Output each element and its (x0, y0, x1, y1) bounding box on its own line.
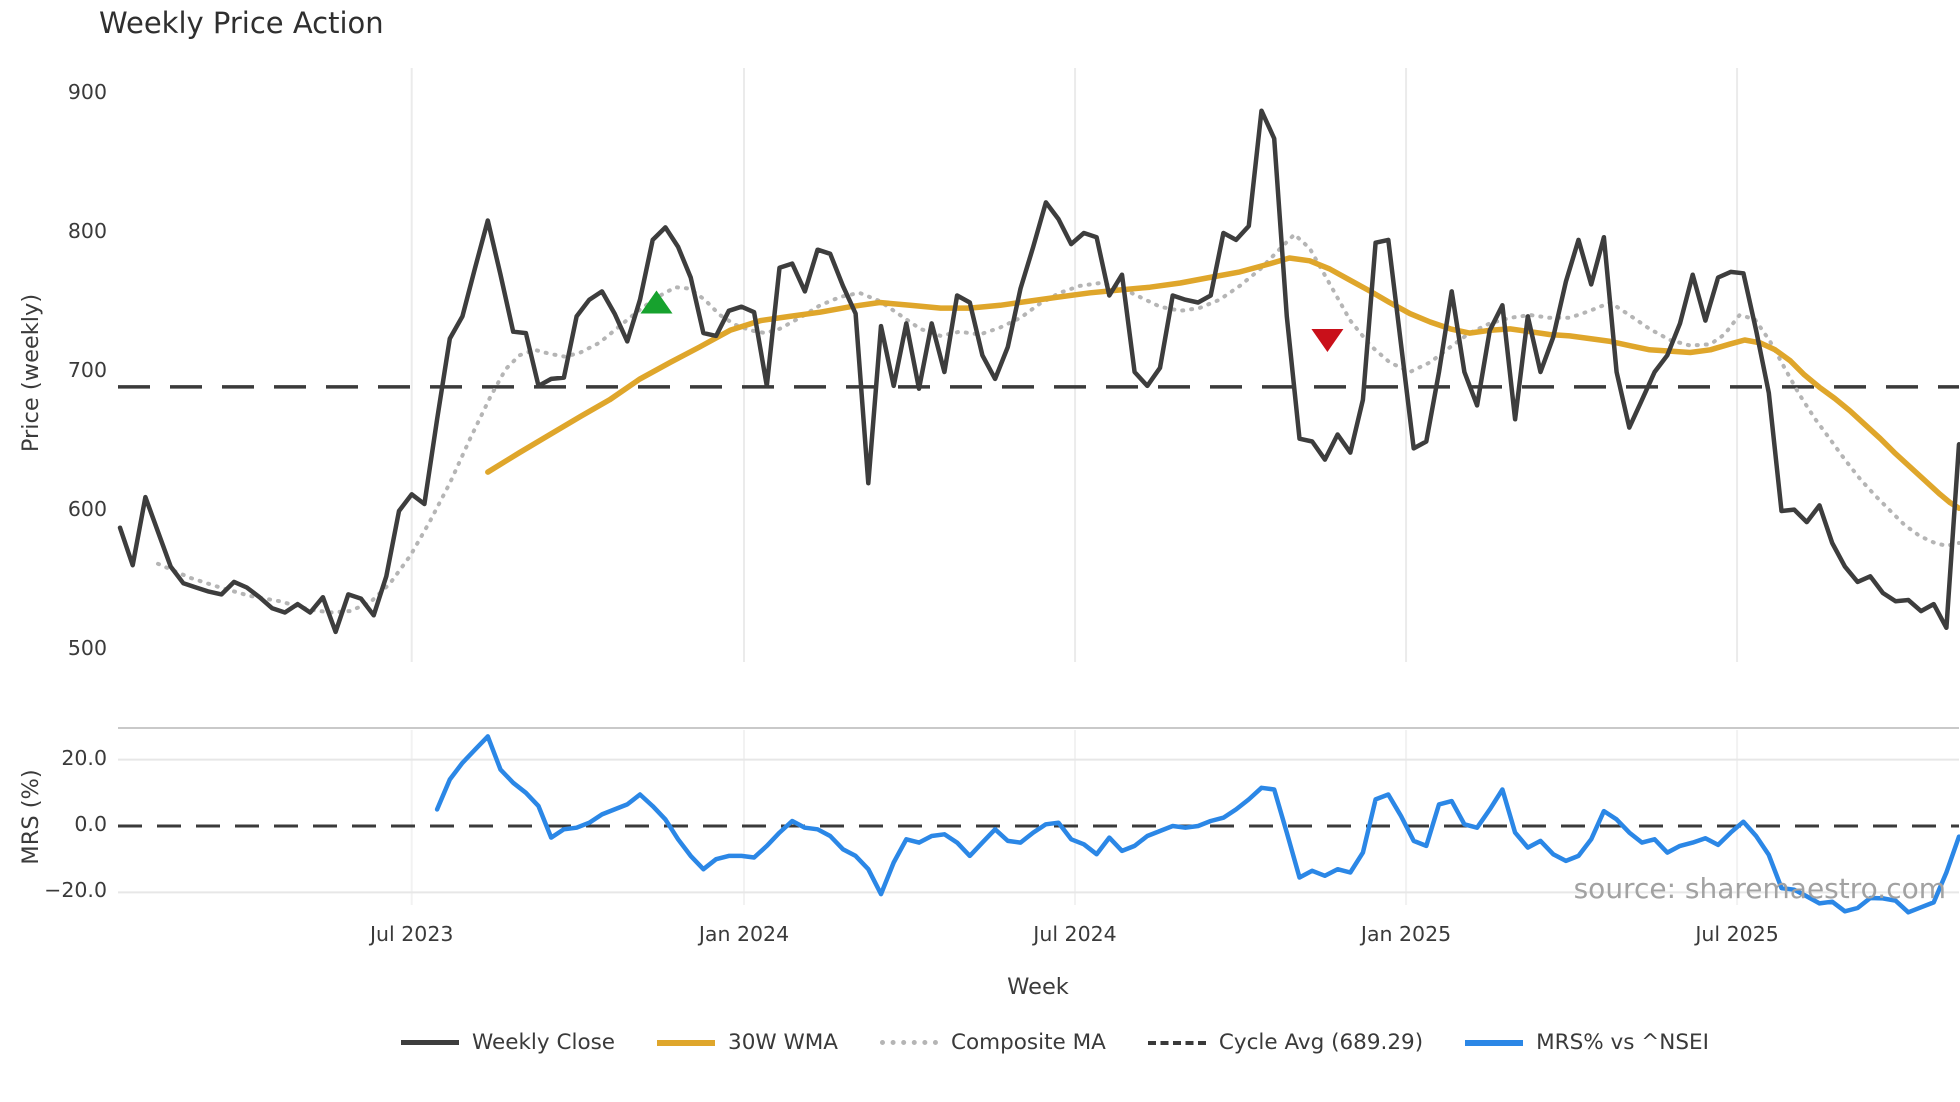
mrs-ytick: 20.0 (61, 745, 107, 770)
mrs-ytick: 0.0 (74, 812, 107, 836)
legend-item-weekly-close: Weekly Close (401, 1030, 615, 1055)
price-ytick-600: 600 (67, 497, 107, 521)
legend-item-composite: Composite MA (880, 1030, 1106, 1055)
source-watermark: source: sharemaestro.com (1573, 872, 1946, 905)
legend-item-cycle-avg: Cycle Avg (689.29) (1147, 1030, 1424, 1055)
price-ytick-500: 500 (67, 636, 107, 660)
mrs-axis-label: MRS (%) (18, 769, 44, 865)
xtick-jan-2024: Jan 2024 (698, 922, 790, 946)
xtick-jan-2025: Jan 2025 (1360, 922, 1452, 946)
legend-label: MRS% vs ^NSEI (1536, 1030, 1709, 1055)
chart-title: Weekly Price Action (99, 6, 384, 40)
sell-signal-marker-icon (1311, 329, 1344, 353)
legend-label: Weekly Close (472, 1030, 616, 1055)
xtick-jul-2023: Jul 2023 (369, 922, 454, 946)
xtick-jul-2024: Jul 2024 (1033, 922, 1117, 946)
wma-line (485, 255, 1960, 511)
legend-item-wma: 30W WMA (657, 1030, 838, 1055)
price-ytick-900: 900 (67, 80, 107, 104)
price-axis-label: Price (weekly) (18, 293, 44, 453)
legend: Weekly Close 30W WMA Composite MA Cycle … (150, 1030, 1960, 1055)
legend-label: Cycle Avg (689.29) (1218, 1030, 1424, 1055)
legend-label: Composite MA (951, 1030, 1106, 1055)
mrs-ytick: −20.0 (44, 878, 107, 903)
legend-label: 30W WMA (728, 1030, 839, 1055)
wma-line-swatch-icon (657, 1039, 716, 1046)
mrs-line (434, 734, 1960, 915)
price-ytick-800: 800 (67, 219, 107, 243)
legend-item-mrs: MRS% vs ^NSEI (1465, 1030, 1709, 1055)
weekly-close-line-swatch-icon (401, 1040, 460, 1045)
composite-ma-line (156, 232, 1960, 615)
weekly-close-line (117, 108, 1960, 635)
price-ytick-700: 700 (67, 358, 107, 382)
x-axis-label: Week (1007, 974, 1069, 1000)
mrs-line-swatch-icon (1465, 1039, 1524, 1046)
buy-signal-marker-icon (640, 290, 673, 314)
xtick-jul-2025: Jul 2025 (1695, 922, 1779, 946)
cycle-avg-line-swatch-icon (1147, 1040, 1206, 1045)
composite-line-swatch-icon (880, 1040, 939, 1045)
